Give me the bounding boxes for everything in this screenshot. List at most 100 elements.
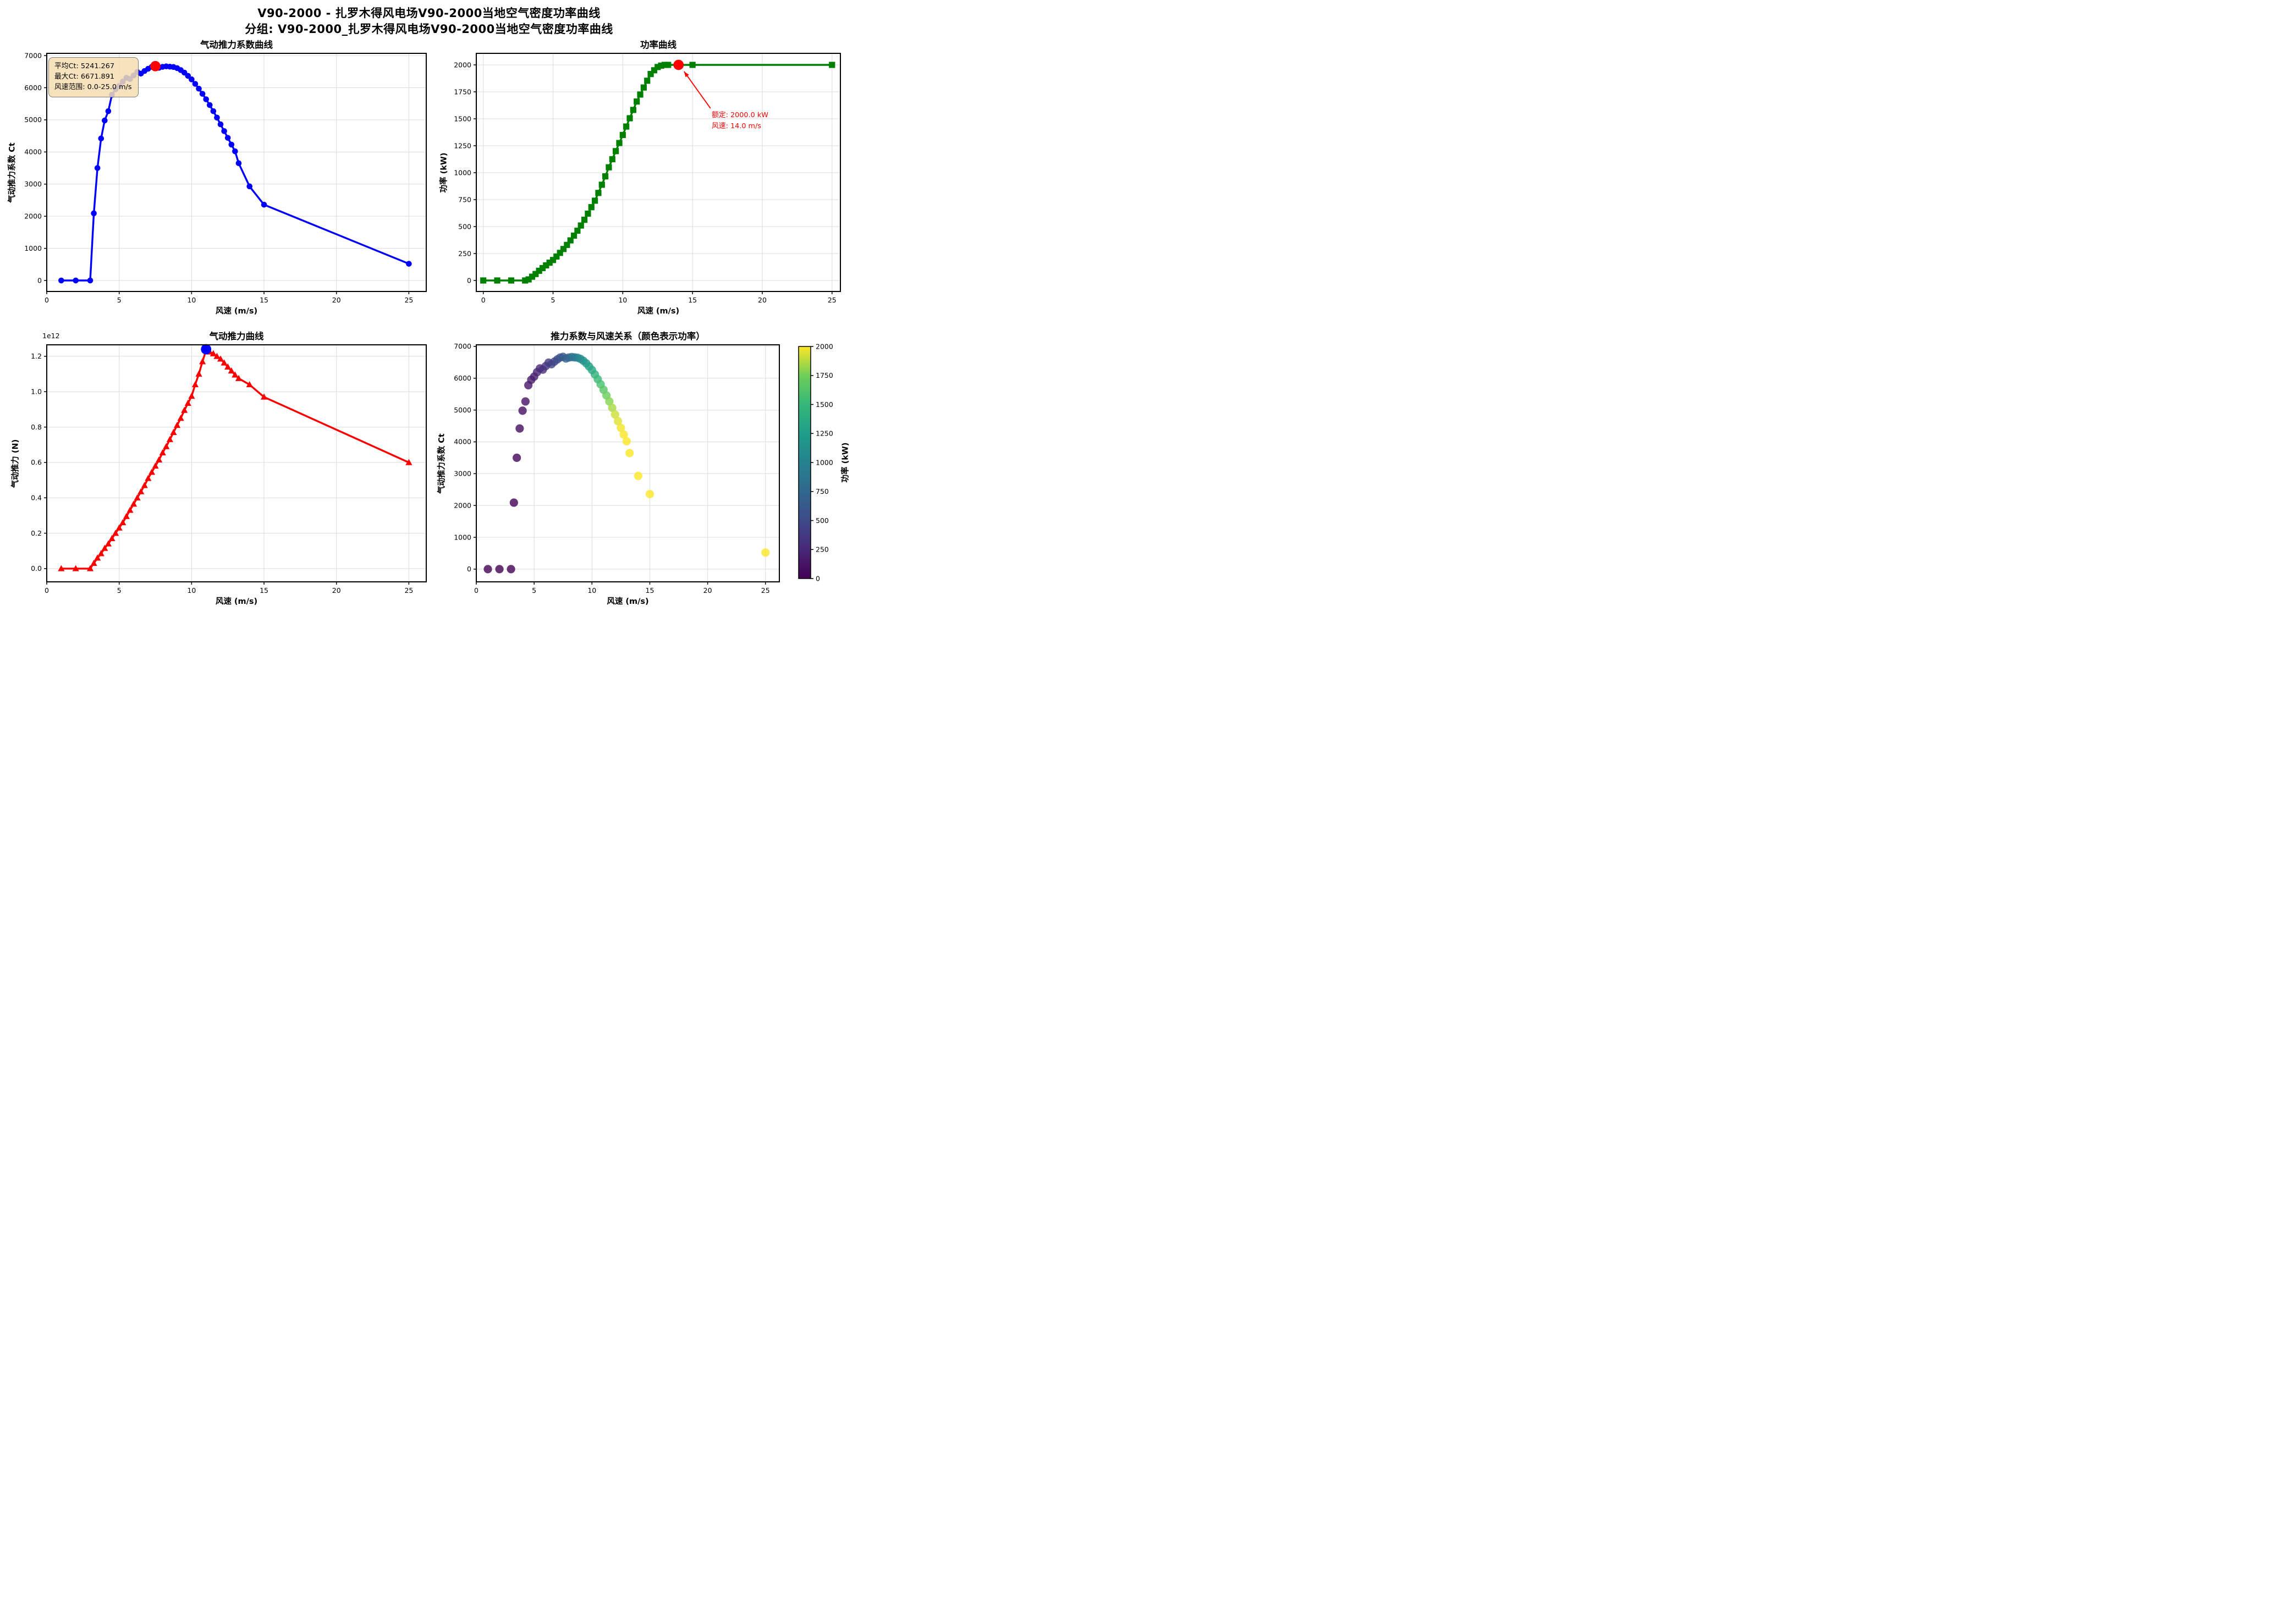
svg-text:20: 20	[703, 586, 712, 594]
thrust-curve-xlabel: 风速 (m/s)	[215, 597, 258, 606]
svg-text:0: 0	[45, 586, 49, 594]
svg-text:4000: 4000	[454, 438, 471, 446]
svg-text:1250: 1250	[454, 141, 471, 150]
svg-text:0.4: 0.4	[31, 494, 42, 502]
rated-speed-text: 风速: 14.0 m/s	[712, 122, 761, 130]
colorbar-gradient: 0 250 500 750 1000 1250 1500 1750 2000	[798, 342, 833, 582]
ct-stats-mean: 平均Ct: 5241.267	[54, 62, 114, 70]
svg-text:5: 5	[117, 296, 122, 304]
grid-lines	[46, 345, 426, 582]
scatter-xlabel: 风速 (m/s)	[607, 597, 649, 606]
svg-text:10: 10	[187, 586, 196, 594]
scatter-plot-area: 0 5 10 15 20 25 0 1000 2000 3000 4000 5000 6000 7000	[454, 342, 780, 594]
svg-text:0: 0	[481, 296, 486, 304]
svg-text:2000: 2000	[454, 60, 471, 69]
svg-text:15: 15	[688, 296, 697, 304]
svg-text:15: 15	[260, 296, 268, 304]
svg-text:0: 0	[37, 276, 42, 284]
svg-text:15: 15	[260, 586, 268, 594]
svg-text:7000: 7000	[454, 342, 471, 350]
svg-text:5: 5	[532, 586, 536, 594]
svg-text:1.2: 1.2	[31, 352, 42, 360]
power-curve-ylabel: 功率 (kW)	[439, 152, 449, 192]
svg-text:6000: 6000	[24, 84, 42, 92]
scatter-ylabel: 气动推力系数 Ct	[437, 433, 447, 494]
subplot-ct-power-scatter: 0 5 10 15 20 25 0 1000 2000 3000 4000 5000 6000 7000 …	[438, 331, 780, 606]
annotation-arrow	[684, 71, 711, 109]
thrust-curve-plot-area: 0 5 10 15 20 25 0.0 0.2 0.4 0.6 0.8 1.0 1.2	[31, 344, 427, 594]
figure-title-line2: 分组: V90-2000_扎罗木得风电场V90-2000当地空气密度功率曲线	[245, 23, 613, 36]
svg-text:15: 15	[646, 586, 654, 594]
axes-spines	[46, 53, 427, 292]
ct-stats-max: 最大Ct: 6671.891	[54, 73, 114, 81]
svg-text:5: 5	[551, 296, 556, 304]
svg-text:10: 10	[618, 296, 627, 304]
figure-canvas: V90-2000 - 扎罗木得风电场V90-2000当地空气密度功率曲线 分组:…	[0, 0, 858, 609]
data-series	[58, 346, 413, 571]
rated-power-point	[673, 59, 684, 70]
svg-text:5000: 5000	[24, 115, 42, 124]
svg-text:6000: 6000	[454, 374, 471, 382]
ct-curve-title: 气动推力系数曲线	[200, 40, 273, 50]
svg-text:250: 250	[816, 546, 829, 554]
svg-text:0: 0	[816, 574, 820, 582]
svg-text:1000: 1000	[454, 533, 471, 541]
svg-text:1500: 1500	[454, 114, 471, 123]
grid-lines	[476, 345, 779, 582]
svg-text:1000: 1000	[816, 458, 833, 466]
svg-text:500: 500	[458, 222, 471, 230]
svg-text:1750: 1750	[454, 87, 471, 96]
svg-text:0: 0	[467, 565, 471, 573]
axes-spines	[46, 344, 427, 582]
ct-curve-xlabel: 风速 (m/s)	[215, 307, 258, 316]
svg-text:0.2: 0.2	[31, 529, 42, 537]
svg-text:750: 750	[458, 195, 471, 203]
svg-text:2000: 2000	[24, 212, 42, 220]
svg-text:1000: 1000	[24, 244, 42, 252]
svg-text:1000: 1000	[454, 168, 471, 177]
svg-text:5000: 5000	[454, 406, 471, 414]
y-axis-offset-label: 1e12	[42, 332, 60, 340]
svg-text:25: 25	[828, 296, 837, 304]
svg-text:1750: 1750	[816, 371, 833, 379]
rated-power-text: 额定: 2000.0 kW	[712, 111, 768, 119]
power-curve-xlabel: 风速 (m/s)	[637, 307, 680, 316]
subplot-ct-curve: 0 5 10 15 20 25 0 1000 2000 3000 4000 5000 6000 7000 …	[8, 40, 427, 316]
ct-curve-plot-area: 0 5 10 15 20 25 0 1000 2000 3000 4000 5000 6000 7000	[24, 51, 427, 304]
subplot-thrust-curve: 0 5 10 15 20 25 0.0 0.2 0.4 0.6 0.8 1.0 1.2 气动推力曲线 风…	[12, 331, 427, 606]
svg-text:0.8: 0.8	[31, 423, 42, 431]
max-ct-point	[150, 60, 161, 71]
axis-ticks: 0 5 10 15 20 25 0 1000 2000 3000 4000 5000 6000 7000	[24, 51, 413, 304]
svg-text:1250: 1250	[816, 430, 833, 438]
svg-text:4000: 4000	[24, 148, 42, 156]
data-series	[480, 62, 835, 284]
svg-text:3000: 3000	[24, 180, 42, 188]
svg-text:10: 10	[187, 296, 196, 304]
scatter-points	[483, 353, 770, 574]
svg-text:20: 20	[332, 296, 341, 304]
svg-text:25: 25	[404, 586, 413, 594]
thrust-curve-ylabel: 气动推力 (N)	[11, 439, 20, 488]
svg-text:1.0: 1.0	[31, 388, 42, 396]
ct-curve-ylabel: 气动推力系数 Ct	[8, 142, 17, 203]
power-curve-title: 功率曲线	[640, 40, 676, 50]
scatter-title: 推力系数与风速关系（颜色表示功率）	[551, 331, 705, 342]
rated-power-annotation: 额定: 2000.0 kW 风速: 14.0 m/s	[712, 110, 768, 132]
svg-text:0: 0	[474, 586, 479, 594]
svg-text:2000: 2000	[454, 501, 471, 509]
svg-text:0: 0	[467, 276, 471, 284]
svg-text:250: 250	[458, 249, 471, 257]
axes-spines	[476, 344, 780, 582]
axis-ticks: 0 5 10 15 20 25 0.0 0.2 0.4 0.6 0.8 1.0 1.2	[31, 352, 413, 594]
svg-text:10: 10	[587, 586, 596, 594]
subplot-power-curve: 0 5 10 15 20 25 0 250 500 750 1000 1250 1500 1750 2000…	[440, 40, 841, 316]
thrust-curve-title: 气动推力曲线	[209, 331, 264, 342]
svg-text:25: 25	[761, 586, 770, 594]
ct-stats-box: 平均Ct: 5241.267 最大Ct: 6671.891 风速范围: 0.0-…	[48, 57, 139, 97]
svg-text:5: 5	[117, 586, 122, 594]
svg-text:20: 20	[332, 586, 341, 594]
grid-lines	[46, 53, 426, 291]
svg-text:25: 25	[404, 296, 413, 304]
